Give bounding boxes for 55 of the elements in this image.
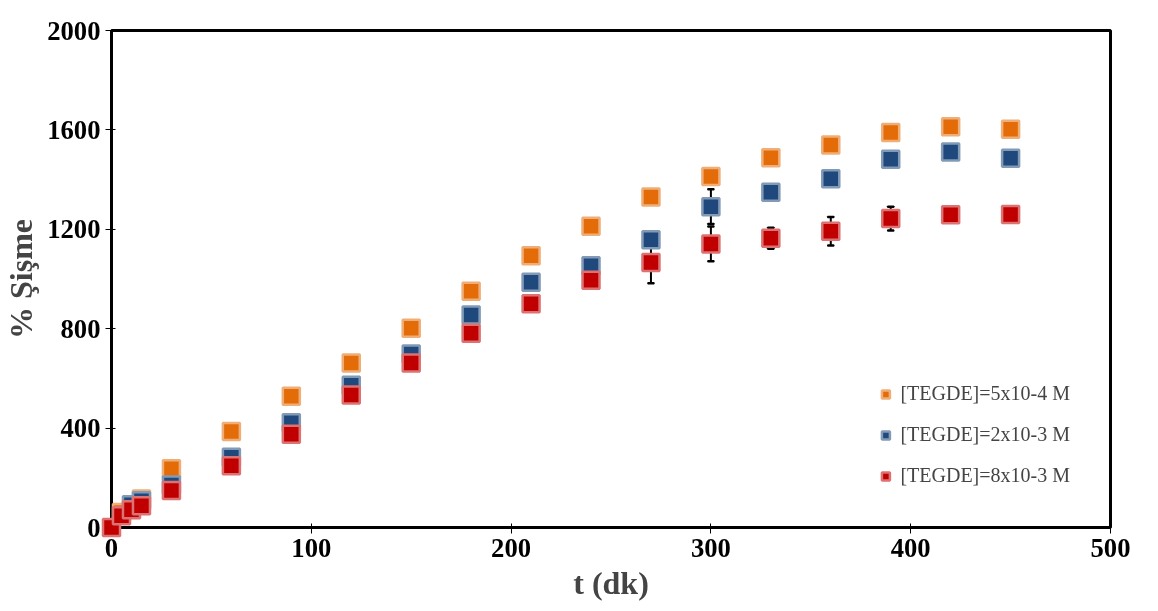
point [940, 204, 961, 225]
point [461, 305, 481, 325]
point [940, 116, 961, 137]
point [1000, 204, 1021, 225]
point [880, 208, 901, 229]
point [880, 122, 901, 143]
point [281, 386, 302, 407]
point [401, 318, 421, 338]
y-tick-label: 800 [60, 313, 101, 344]
point [641, 187, 661, 207]
point [880, 149, 901, 169]
point [461, 323, 481, 343]
point [221, 421, 242, 442]
point [221, 456, 242, 476]
point [581, 216, 601, 237]
point [461, 281, 481, 301]
legend-label: [TEGDE]=5x10-4 M [900, 382, 1070, 405]
point [1000, 148, 1021, 168]
y-tick-label: 0 [87, 512, 101, 543]
point [821, 169, 841, 189]
point [641, 252, 661, 273]
point [581, 270, 601, 290]
y-tick-label: 400 [60, 413, 101, 444]
y-tick-label: 1600 [47, 114, 101, 145]
point [701, 166, 721, 187]
point [521, 272, 541, 292]
point [701, 196, 721, 217]
point [641, 229, 661, 250]
point [1000, 119, 1021, 139]
x-tick-label: 100 [291, 532, 332, 563]
point [161, 480, 182, 501]
x-tick-label: 400 [890, 532, 931, 563]
x-axis-title: t (dk) [573, 564, 649, 601]
point [940, 142, 961, 162]
point [521, 245, 541, 266]
x-tick-label: 500 [1090, 532, 1131, 563]
point [821, 221, 841, 242]
x-tick-label: 200 [491, 532, 532, 563]
x-tick-label: 300 [690, 532, 731, 563]
y-tick-label: 2000 [47, 15, 101, 46]
point [701, 234, 721, 254]
point [341, 385, 362, 405]
point [341, 353, 362, 373]
point [761, 228, 781, 248]
legend-label: [TEGDE]=8x10-3 M [900, 464, 1070, 487]
point [521, 294, 541, 314]
legend-label: [TEGDE]=2x10-3 M [900, 423, 1070, 446]
point [821, 135, 841, 155]
y-tick-label: 1200 [47, 214, 101, 245]
point [401, 353, 421, 373]
point [761, 182, 781, 203]
point [761, 147, 781, 168]
point [131, 495, 152, 516]
y-axis-title: % Şişme [3, 219, 40, 339]
point [281, 424, 302, 445]
